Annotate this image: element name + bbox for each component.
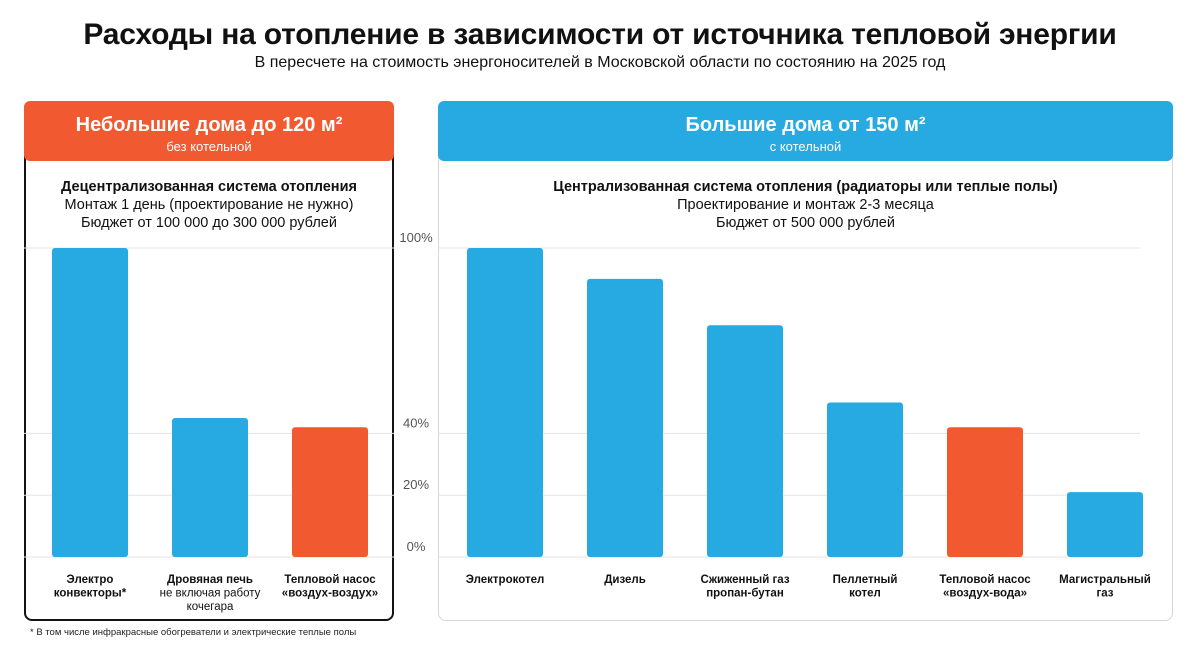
bar-right-1 <box>467 248 543 557</box>
bar-right-6 <box>1067 492 1143 557</box>
left-budget-info: Бюджет от 100 000 до 300 000 рублей <box>81 215 337 231</box>
y-tick-label-1: 20% <box>403 477 429 492</box>
category-label-right-3: Сжиженный газ пропан-бутан <box>700 574 789 600</box>
right-system-title: Централизованная система отопления (ради… <box>553 179 1058 195</box>
right-panel-title: Большие дома от 150 м² <box>685 114 926 136</box>
category-label-right-4: Пеллетный котел <box>833 574 898 600</box>
bar-right-4 <box>827 402 903 557</box>
right-panel-subtitle: с котельной <box>769 139 842 154</box>
left-panel-subtitle: без котельной <box>166 139 252 154</box>
left-system-title: Децентрализованная система отопления <box>61 179 357 195</box>
right-install-info: Проектирование и монтаж 2-3 месяца <box>677 197 934 213</box>
bar-right-5 <box>947 427 1023 557</box>
category-label-right-5: Тепловой насос «воздух-вода» <box>939 574 1031 600</box>
y-tick-label-3: 100% <box>399 230 433 245</box>
bar-left-2 <box>172 417 248 557</box>
category-label-left-1: Электро конвекторы* <box>54 574 127 600</box>
left-install-info: Монтаж 1 день (проектирование не нужно) <box>64 197 354 213</box>
bar-right-2 <box>587 278 663 557</box>
right-budget-info: Бюджет от 500 000 рублей <box>716 215 895 231</box>
category-label-right-6: Магистральный газ <box>1059 574 1151 600</box>
right-panel-description: Централизованная система отопления (ради… <box>438 178 1173 232</box>
category-label-right-1: Электрокотел <box>466 574 545 586</box>
chart-subtitle: В пересчете на стоимость энергоносителей… <box>254 54 946 71</box>
left-panel-title: Небольшие дома до 120 м² <box>75 114 343 136</box>
chart-title: Расходы на отопление в зависимости от ис… <box>83 18 1117 51</box>
right-panel-header: Большие дома от 150 м² с котельной <box>438 101 1173 161</box>
category-label-left-2: Дровяная печь не включая работу кочегара <box>160 574 261 613</box>
category-label-right-2: Дизель <box>604 574 646 586</box>
category-label-left-3: Тепловой насос «воздух-воздух» <box>282 574 378 600</box>
left-panel-description: Децентрализованная система отопления Мон… <box>24 178 394 232</box>
bar-right-3 <box>707 325 783 557</box>
left-panel-header: Небольшие дома до 120 м² без котельной <box>24 101 394 161</box>
y-tick-label-0: 0% <box>407 539 426 554</box>
bar-left-1 <box>52 248 128 557</box>
footnote: * В том числе инфракрасные обогреватели … <box>30 627 357 638</box>
bar-left-3 <box>292 427 368 557</box>
y-tick-label-2: 40% <box>403 415 429 430</box>
